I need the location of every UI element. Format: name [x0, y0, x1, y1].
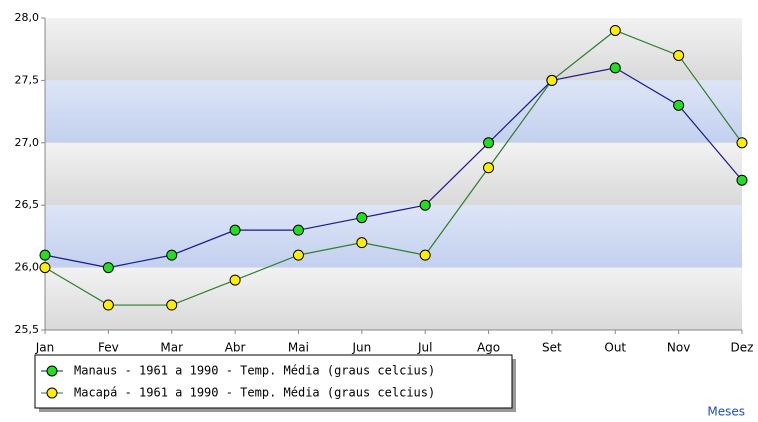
marker	[292, 224, 304, 236]
x-tick-label: Jun	[351, 341, 371, 355]
marker	[292, 249, 304, 261]
x-tick-label: Mai	[288, 341, 309, 355]
marker	[673, 49, 685, 61]
x-tick-label: Abr	[225, 341, 246, 355]
legend	[34, 354, 513, 409]
marker	[419, 199, 431, 211]
marker	[609, 62, 621, 74]
y-tick-label: 28,0	[15, 11, 40, 24]
marker	[102, 299, 114, 311]
series-line	[44, 29, 743, 306]
x-tick-label: Dez	[731, 341, 754, 355]
x-tick-label: Fev	[98, 341, 119, 355]
x-tick-label: Jul	[417, 341, 432, 355]
band	[45, 18, 742, 81]
legend-label: Macapá - 1961 a 1990 - Temp. Média (grau…	[74, 386, 435, 400]
x-tick-label: Set	[542, 341, 562, 355]
x-tick-label: Ago	[477, 341, 500, 355]
marker	[39, 249, 51, 261]
marker	[736, 174, 748, 186]
x-tick-label: Out	[604, 341, 626, 355]
band	[45, 205, 742, 268]
x-tick-label: Mar	[160, 341, 183, 355]
marker	[102, 262, 114, 274]
y-tick-label: 26,0	[15, 261, 40, 274]
x-tick-label: Nov	[667, 341, 690, 355]
marker	[736, 137, 748, 149]
marker	[609, 24, 621, 36]
legend-marker	[46, 387, 58, 399]
marker	[546, 74, 558, 86]
y-tick-label: 27,5	[15, 73, 40, 86]
legend-label: Manaus - 1961 a 1990 - Temp. Média (grau…	[74, 364, 435, 378]
band	[45, 267, 742, 330]
marker	[483, 162, 495, 174]
marker	[166, 299, 178, 311]
marker	[39, 262, 51, 274]
legend-marker	[46, 365, 58, 377]
band	[45, 142, 742, 206]
marker	[229, 274, 241, 286]
x-tick-label: Jan	[35, 341, 55, 355]
series-line	[44, 67, 743, 269]
marker	[356, 212, 368, 224]
y-tick-label: 25,5	[15, 323, 40, 336]
x-axis-label: Meses	[707, 405, 745, 419]
marker	[356, 237, 368, 249]
marker	[673, 99, 685, 111]
marker	[166, 249, 178, 261]
y-tick-label: 26,5	[15, 198, 40, 211]
marker	[483, 137, 495, 149]
marker	[229, 224, 241, 236]
band	[45, 80, 742, 143]
marker	[419, 249, 431, 261]
y-tick-label: 27,0	[15, 136, 40, 149]
